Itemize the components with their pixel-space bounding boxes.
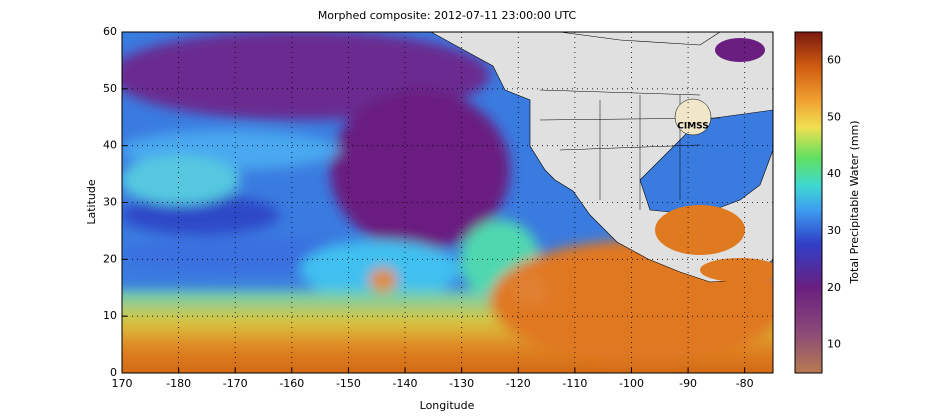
x-tick-label: -170 — [223, 377, 248, 390]
x-tick-label: -180 — [166, 377, 191, 390]
x-tick-label: -140 — [393, 377, 418, 390]
map-field: CIMSS — [122, 32, 773, 373]
y-tick-label: 20 — [103, 252, 117, 265]
colorbar-tick-label: 40 — [827, 167, 841, 180]
x-tick-label: -160 — [279, 377, 304, 390]
x-tick-label: -120 — [506, 377, 531, 390]
x-tick-label: 170 — [112, 377, 133, 390]
gulf — [655, 205, 745, 255]
colorbar — [794, 31, 823, 374]
y-tick-label: 0 — [110, 366, 117, 379]
x-tick-label: -90 — [679, 377, 697, 390]
colorbar-tick-label: 10 — [827, 338, 841, 351]
x-axis-label: Longitude — [420, 399, 475, 412]
colorbar-tick-label: 20 — [827, 281, 841, 294]
y-axis-label: Latitude — [85, 179, 98, 225]
y-tick-label: 30 — [103, 196, 117, 209]
x-tick-label: -130 — [449, 377, 474, 390]
x-tick-label: -150 — [336, 377, 361, 390]
colorbar-label: Total Precipitable Water (mm) — [848, 120, 861, 284]
title: Morphed composite: 2012-07-11 23:00:00 U… — [318, 9, 577, 22]
x-tick-label: -110 — [562, 377, 587, 390]
colorbar-tick-label: 60 — [827, 53, 841, 66]
y-tick-label: 10 — [103, 309, 117, 322]
x-tick-label: -80 — [736, 377, 754, 390]
colorbar-tick-label: 30 — [827, 224, 841, 237]
colorbar-tick-label: 50 — [827, 110, 841, 123]
y-tick-label: 40 — [103, 139, 117, 152]
y-tick-label: 60 — [103, 25, 117, 38]
x-tick-label: -100 — [619, 377, 644, 390]
logo: CIMSS — [677, 122, 708, 132]
y-tick-label: 50 — [103, 82, 117, 95]
